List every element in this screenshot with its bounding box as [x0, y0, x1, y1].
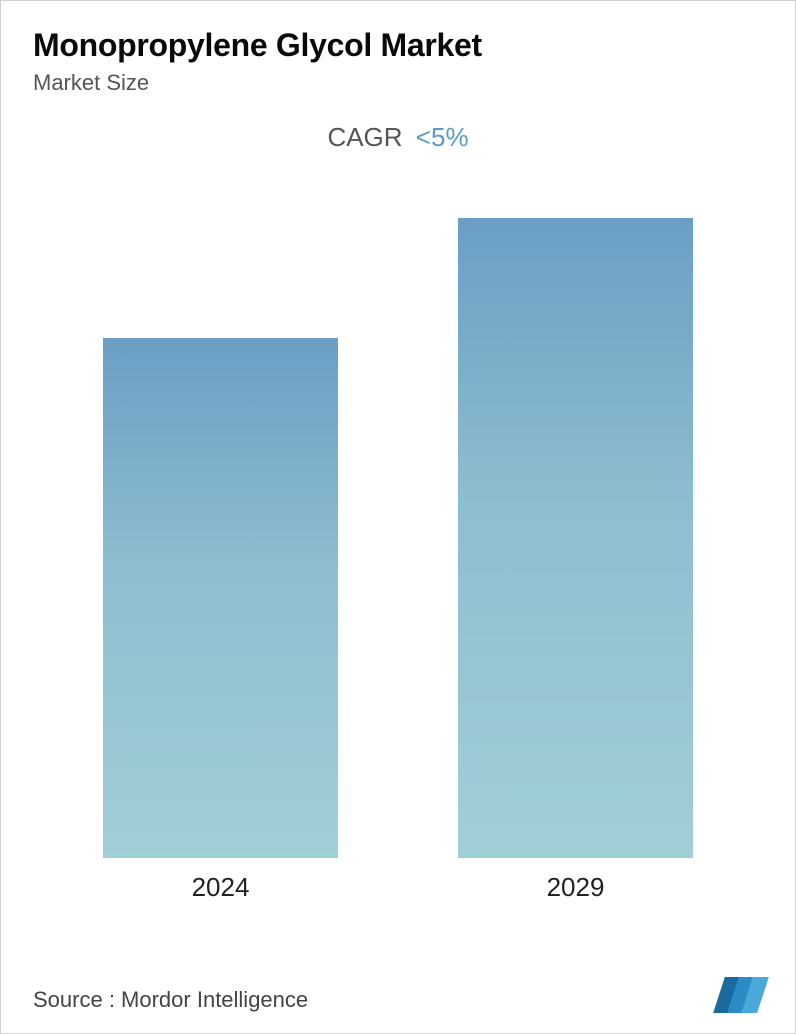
- bar-label: 2029: [547, 872, 605, 903]
- chart-subtitle: Market Size: [33, 70, 763, 96]
- cagr-value: <5%: [416, 122, 469, 152]
- bar-2029: [458, 218, 693, 858]
- cagr-row: CAGR <5%: [1, 122, 795, 153]
- bar-2024: [103, 338, 338, 858]
- bar-group: 2029: [458, 218, 693, 903]
- source-text: Source : Mordor Intelligence: [33, 987, 308, 1013]
- chart-title: Monopropylene Glycol Market: [33, 27, 763, 64]
- bar-label: 2024: [192, 872, 250, 903]
- bar-chart: 2024 2029: [1, 201, 795, 903]
- cagr-label: CAGR: [327, 122, 402, 152]
- bar-group: 2024: [103, 338, 338, 903]
- chart-footer: Source : Mordor Intelligence: [33, 977, 763, 1013]
- chart-header: Monopropylene Glycol Market Market Size: [1, 1, 795, 104]
- brand-logo: [721, 977, 763, 1013]
